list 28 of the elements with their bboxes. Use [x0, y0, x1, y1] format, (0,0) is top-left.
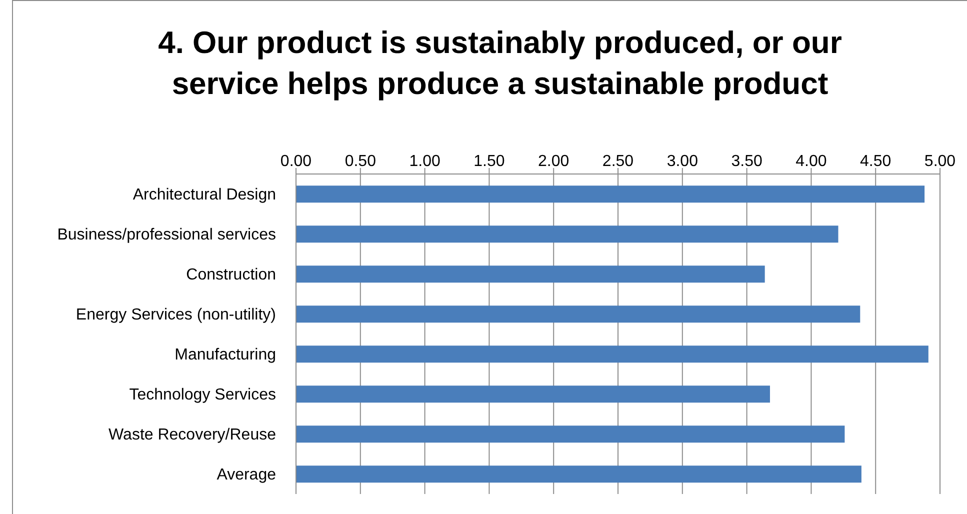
y-tick-label: Manufacturing	[174, 346, 276, 364]
x-tick-label: 1.00	[409, 153, 440, 170]
bar	[296, 266, 765, 283]
x-tick-label: 0.50	[344, 153, 376, 170]
bar	[296, 466, 862, 483]
x-tick-label: 3.50	[731, 153, 762, 170]
y-tick-label: Average	[216, 466, 276, 484]
x-tick-label: 0.00	[280, 153, 312, 170]
x-tick-label: 4.50	[860, 153, 892, 170]
y-tick-label: Waste Recovery/Reuse	[108, 426, 276, 444]
y-tick-label: Architectural Design	[132, 186, 276, 204]
bar	[296, 346, 928, 363]
bar	[296, 426, 845, 443]
y-tick-label: Technology Services	[129, 386, 276, 404]
x-tick-label: 2.50	[602, 153, 634, 170]
chart-title: 4. Our product is sustainably produced, or our service helps produce a sustainable product	[157, 24, 843, 103]
y-tick-label: Business/professional services	[57, 226, 276, 244]
bar	[296, 226, 838, 243]
bar	[296, 386, 770, 403]
bar	[296, 306, 860, 323]
bar	[296, 186, 925, 203]
y-tick-label: Construction	[186, 266, 276, 284]
x-tick-label: 5.00	[924, 153, 956, 170]
x-tick-label: 2.00	[538, 153, 570, 170]
x-tick-label: 3.00	[666, 153, 698, 170]
y-tick-label: Energy Services (non-utility)	[76, 306, 276, 324]
x-tick-label: 4.00	[796, 153, 827, 170]
x-tick-label: 1.50	[474, 153, 505, 170]
